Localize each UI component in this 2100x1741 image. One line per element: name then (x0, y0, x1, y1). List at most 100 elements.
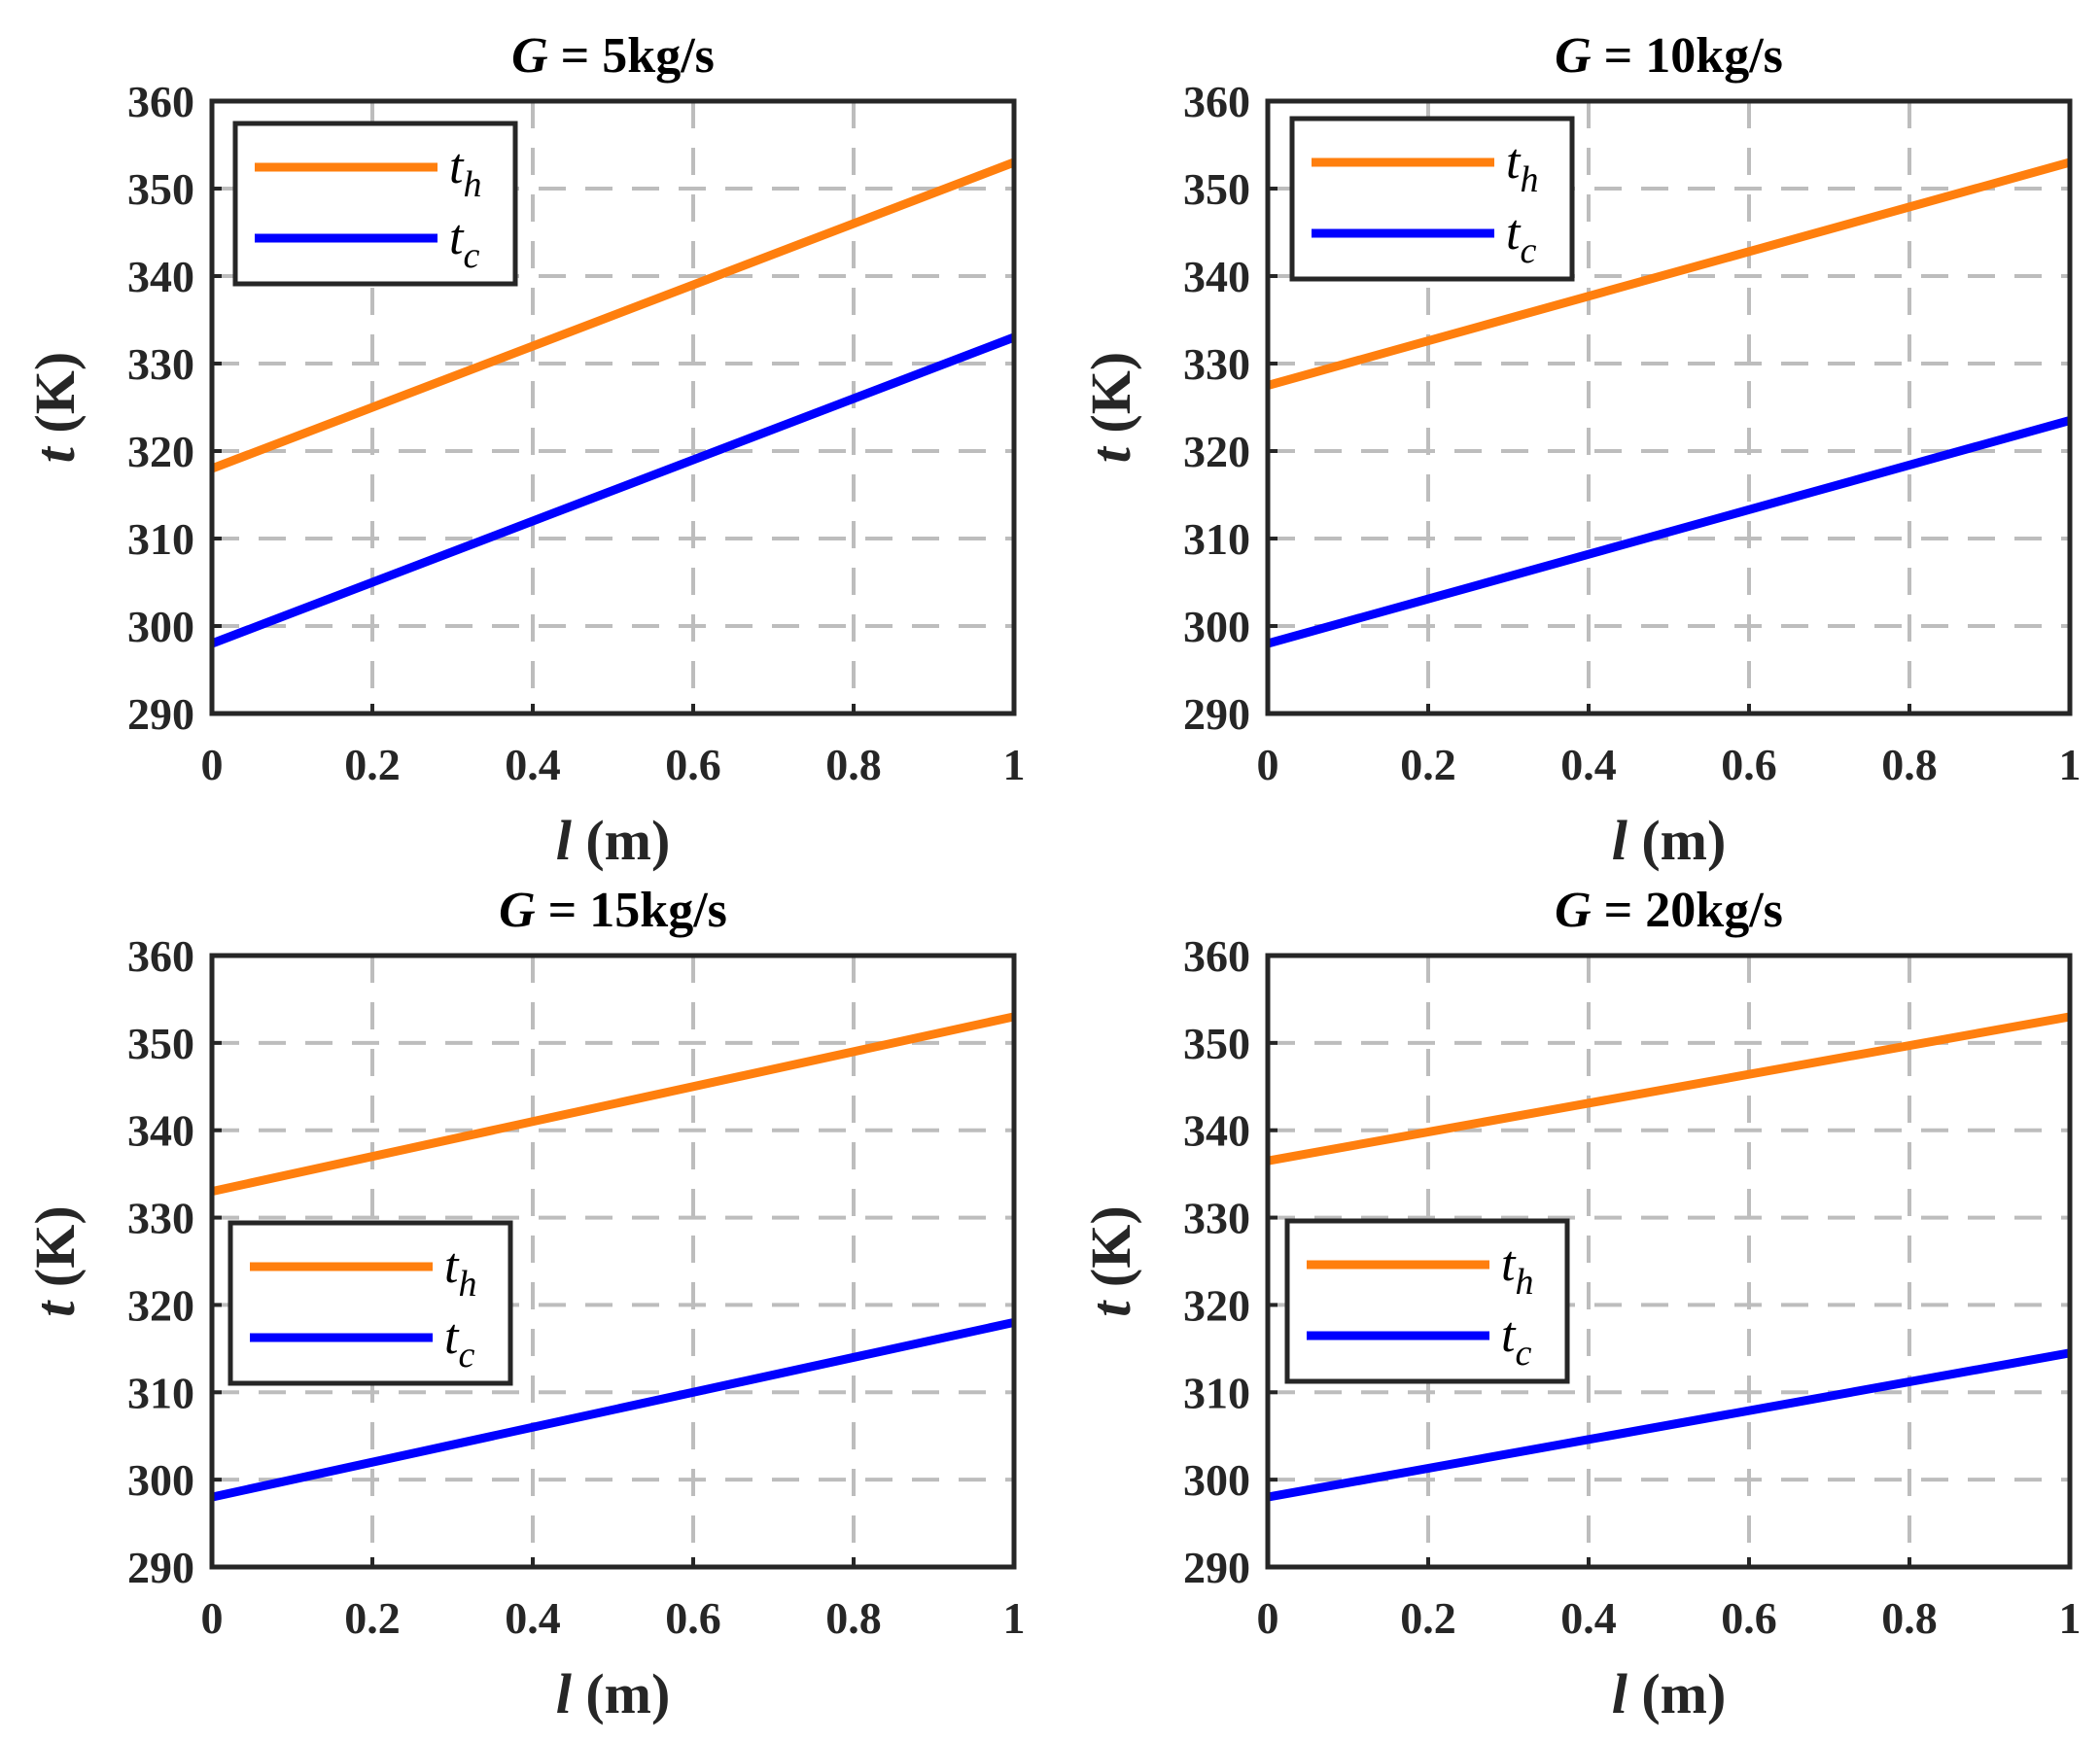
chart-title: G = 15kg/s (499, 883, 727, 938)
y-tick-label: 350 (127, 1019, 194, 1068)
y-tick-label: 290 (1183, 689, 1250, 739)
legend-label-tc: tc (444, 1309, 474, 1375)
y-tick-label: 340 (127, 1106, 194, 1156)
y-axis-variable: t (23, 1300, 87, 1317)
y-axis-variable: t (1079, 445, 1142, 463)
x-tick-label: 0 (1257, 740, 1279, 789)
y-tick-label: 310 (1183, 514, 1250, 564)
y-tick-label: 290 (127, 1543, 194, 1592)
legend-label-sub: h (1515, 1262, 1533, 1303)
y-tick-label: 320 (1183, 1280, 1250, 1330)
y-tick-label: 360 (127, 77, 194, 126)
legend-label-sub: c (458, 1335, 474, 1375)
x-tick-label: 0.2 (344, 740, 401, 789)
x-tick-label: 0 (201, 740, 224, 789)
chart-title: G = 10kg/s (1555, 28, 1783, 84)
series-line-tc (1266, 416, 2072, 648)
y-tick-label: 300 (1183, 602, 1250, 651)
title-variable: G (1555, 28, 1592, 84)
axes-frame (1265, 953, 2073, 1570)
x-axis-variable: l (556, 809, 573, 872)
y-axis-unit: (K) (23, 1205, 87, 1301)
y-tick-label: 320 (127, 1280, 194, 1330)
axes-frame (1265, 98, 2073, 716)
title-value: = 15kg/s (536, 883, 727, 938)
x-tick-label: 1 (1003, 1593, 1026, 1643)
series-line-tc (210, 332, 1016, 648)
x-tick-label: 0.4 (505, 1593, 561, 1643)
x-axis-unit: (m) (572, 809, 670, 872)
chart-panel-4: 0 0.2 0.4 0.6 0.8 1 290 300 310 320 330 340 350 360 G … (1079, 883, 2082, 1725)
chart-panel-2: 0 0.2 0.4 0.6 0.8 1 290 300 310 320 330 340 350 360 G … (1079, 28, 2082, 872)
y-tick-label: 330 (127, 1194, 194, 1243)
y-tick-label: 340 (1183, 252, 1250, 301)
x-tick-label: 0.8 (1881, 1593, 1938, 1643)
legend-label-sub: h (458, 1264, 476, 1305)
x-axis-variable: l (1612, 809, 1628, 872)
x-tick-label: 1 (2059, 740, 2082, 789)
x-tick-label: 0.8 (825, 740, 882, 789)
y-tick-label: 330 (127, 339, 194, 389)
legend-label-tc: tc (1501, 1307, 1531, 1374)
series-line-th (1267, 1012, 2071, 1166)
axes-frame (209, 953, 1017, 1570)
y-tick-label: 310 (127, 514, 194, 564)
x-tick-label: 0.4 (1560, 740, 1617, 789)
x-tick-label: 1 (2059, 1593, 2082, 1643)
y-tick-label: 320 (1183, 427, 1250, 476)
y-tick-label: 290 (127, 689, 194, 739)
x-axis-unit: (m) (1628, 1662, 1726, 1725)
y-tick-label: 300 (1183, 1455, 1250, 1505)
legend-label-main: t (444, 1238, 460, 1294)
y-tick-label: 360 (127, 931, 194, 981)
y-tick-label: 300 (127, 1455, 194, 1505)
y-tick-label: 340 (1183, 1106, 1250, 1156)
legend-label-tc: tc (1506, 205, 1536, 271)
title-value: = 10kg/s (1592, 28, 1783, 84)
series-line-th (1266, 157, 2072, 390)
legend-label-tc: tc (449, 210, 479, 276)
legend-label-th: th (449, 139, 481, 205)
axes-frame (209, 98, 1017, 716)
x-axis-label: l (m) (556, 809, 671, 872)
chart-panel-1: 0 0.2 0.4 0.6 0.8 1 290 300 310 320 330 340 350 360 G … (23, 28, 1026, 872)
y-axis-variable: t (23, 445, 87, 463)
title-variable: G (499, 883, 536, 938)
y-tick-label: 330 (1183, 1194, 1250, 1243)
legend-label-th: th (1501, 1236, 1533, 1303)
x-tick-label: 0.4 (1560, 1593, 1617, 1643)
x-tick-label: 0.6 (665, 1593, 721, 1643)
legend-label-main: t (444, 1309, 460, 1365)
x-axis-unit: (m) (1628, 809, 1726, 872)
y-tick-label: 320 (127, 427, 194, 476)
chart-panel-3: 0 0.2 0.4 0.6 0.8 1 290 300 310 320 330 340 350 360 G … (23, 883, 1026, 1725)
y-tick-label: 350 (1183, 1019, 1250, 1068)
x-tick-label: 0 (1257, 1593, 1279, 1643)
series-line-tc (211, 1318, 1015, 1502)
x-tick-label: 1 (1003, 740, 1026, 789)
title-variable: G (511, 28, 548, 84)
legend-label-sub: h (1520, 159, 1538, 200)
series-line-tc (1267, 1348, 2071, 1502)
x-tick-label: 0.2 (1400, 740, 1456, 789)
legend-label-sub: c (1515, 1333, 1531, 1374)
x-axis-label: l (m) (556, 1662, 671, 1725)
x-tick-label: 0.8 (1881, 740, 1938, 789)
legend-label-main: t (1506, 134, 1522, 190)
legend-label-main: t (449, 210, 465, 265)
y-tick-label: 300 (127, 602, 194, 651)
chart-title: G = 20kg/s (1555, 883, 1783, 938)
y-tick-label: 350 (1183, 164, 1250, 214)
y-tick-label: 330 (1183, 339, 1250, 389)
legend-box (228, 1220, 513, 1386)
y-axis-label: t (K) (1079, 1205, 1142, 1316)
y-axis-unit: (K) (23, 352, 87, 447)
x-tick-label: 0 (201, 1593, 224, 1643)
x-tick-label: 0.6 (665, 740, 721, 789)
legend-box (1284, 1218, 1570, 1384)
y-tick-label: 290 (1183, 1543, 1250, 1592)
legend-label-main: t (449, 139, 465, 194)
